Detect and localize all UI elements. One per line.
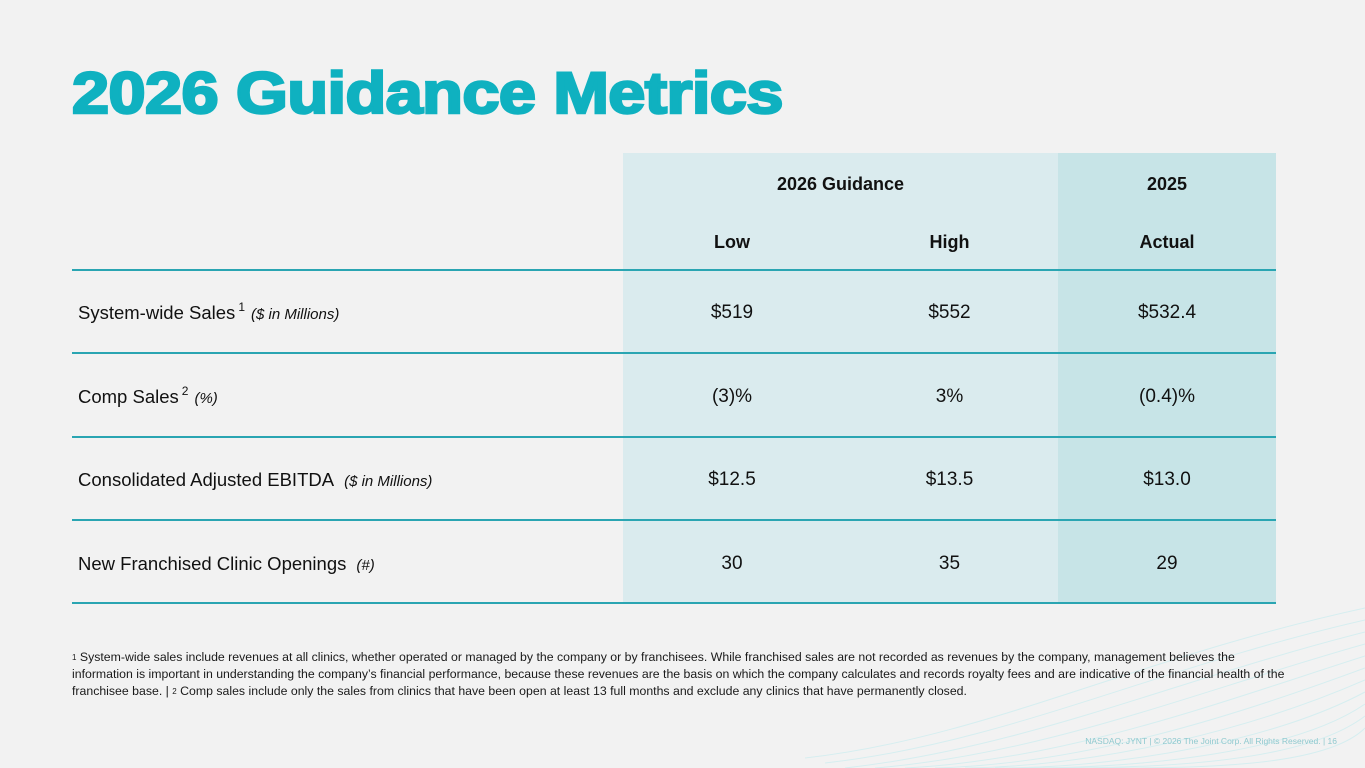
table-rule: [72, 269, 1276, 271]
row-label-clinic-openings: New Franchised Clinic Openings (#): [78, 553, 375, 575]
row-unit: (#): [356, 557, 375, 574]
footnote-ref: 2: [181, 384, 189, 398]
row-label-text: System-wide Sales: [78, 302, 236, 323]
column-header-high: High: [929, 232, 970, 252]
row-label-text: Comp Sales: [78, 386, 179, 407]
row-unit: ($ in Millions): [251, 306, 340, 323]
row-label-adjusted-ebitda: Consolidated Adjusted EBITDA ($ in Millio…: [78, 469, 432, 491]
footnote-marker: 1: [72, 653, 77, 662]
column-header-low: Low: [714, 232, 750, 252]
footnotes: 1 System-wide sales include revenues at …: [72, 649, 1297, 700]
footer-credit: NASDAQ: JYNT | © 2026 The Joint Corp. Al…: [1085, 736, 1337, 746]
actual-column-band: [1058, 153, 1276, 604]
cell-low: $519: [710, 302, 754, 323]
footnote-2: Comp sales include only the sales from c…: [180, 684, 967, 698]
guidance-column-band: [623, 153, 1058, 604]
cell-high: $13.5: [925, 469, 974, 490]
group-header-guidance: 2026 Guidance: [776, 174, 905, 194]
row-label-text: Consolidated Adjusted EBITDA: [78, 469, 335, 490]
row-unit: ($ in Millions): [344, 473, 433, 490]
table-rule: [72, 519, 1276, 521]
cell-actual: 29: [1156, 553, 1178, 574]
footnote-marker: 2: [172, 687, 177, 696]
row-label-comp-sales: Comp Sales 2 (%): [78, 384, 218, 408]
row-unit: (%): [194, 390, 218, 407]
table-rule: [72, 602, 1276, 604]
row-label-text: New Franchised Clinic Openings: [78, 553, 347, 574]
footnote-1: System-wide sales include revenues at al…: [72, 650, 1285, 698]
cell-low: $12.5: [708, 469, 756, 490]
cell-actual: (0.4)%: [1139, 386, 1195, 407]
slide-title: 2026 Guidance Metrics: [71, 60, 785, 128]
footnote-ref: 1: [238, 300, 245, 314]
cell-actual: $13.0: [1143, 469, 1191, 490]
cell-actual: $532.4: [1137, 302, 1197, 323]
cell-high: 3%: [935, 386, 964, 407]
cell-low: 30: [721, 553, 743, 574]
cell-low: (3)%: [711, 386, 753, 407]
row-label-system-wide-sales: System-wide Sales 1 ($ in Millions): [78, 300, 340, 324]
cell-high: 35: [938, 553, 961, 574]
column-header-actual: Actual: [1139, 232, 1195, 252]
group-header-2025: 2025: [1146, 174, 1188, 194]
table-rule: [72, 352, 1276, 354]
cell-high: $552: [928, 302, 971, 323]
table-rule: [72, 436, 1276, 438]
